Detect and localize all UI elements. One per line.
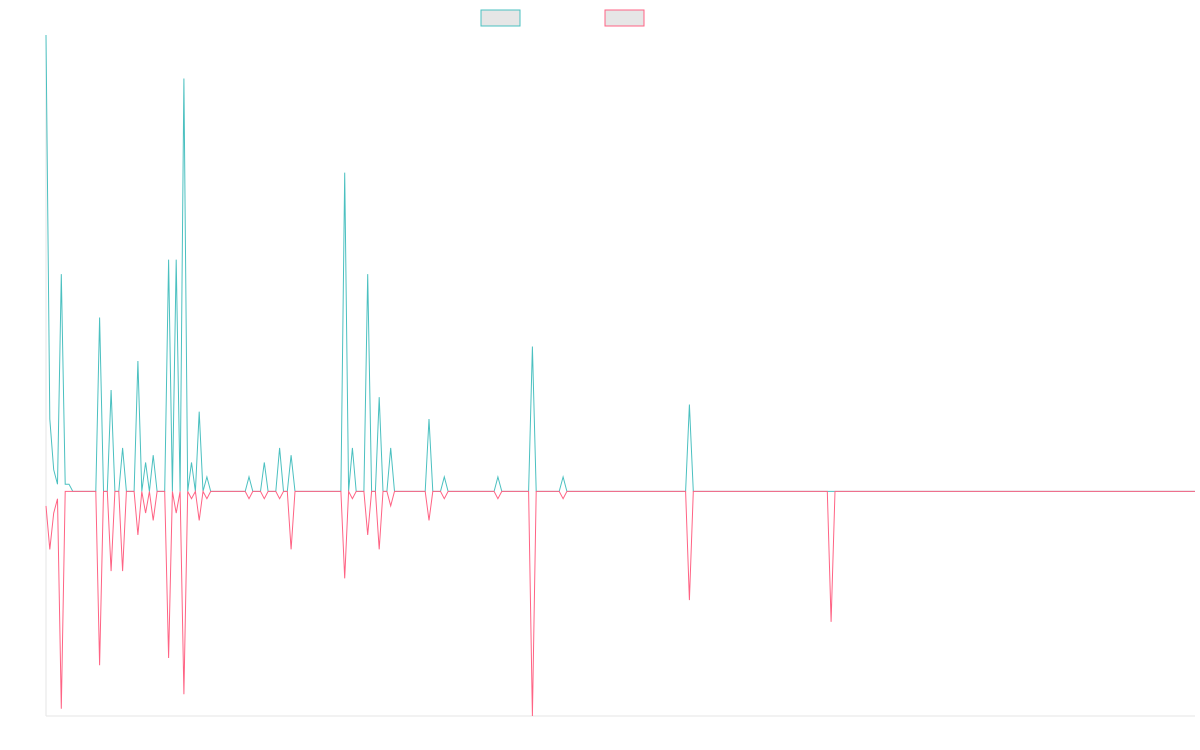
series-a-line bbox=[45, 34, 1195, 492]
series-layer bbox=[45, 34, 1195, 717]
legend[interactable] bbox=[480, 9, 645, 27]
axes bbox=[45, 35, 1195, 717]
series-b-line bbox=[45, 489, 1195, 717]
legend-swatch-series-a[interactable] bbox=[480, 9, 521, 27]
legend-swatch-series-b[interactable] bbox=[604, 9, 645, 27]
